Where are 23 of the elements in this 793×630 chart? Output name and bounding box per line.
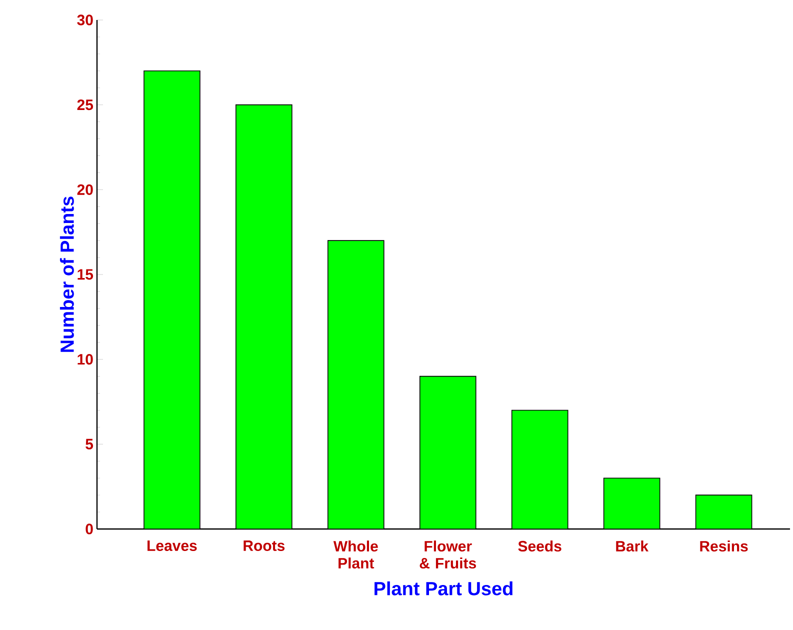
x-tick-label: Flower & Fruits xyxy=(420,540,476,569)
y-tick-label: 0 xyxy=(86,524,93,534)
x-tick-label: Bark xyxy=(616,540,649,552)
x-tick-label: Whole Plant xyxy=(333,540,378,569)
y-tick-label: 5 xyxy=(86,438,94,450)
bar xyxy=(236,104,292,529)
y-tick-label: 20 xyxy=(77,184,93,195)
bar xyxy=(603,478,660,529)
x-tick-label: Leaves xyxy=(148,540,197,551)
x-tick-label: Roots xyxy=(244,540,285,551)
bar xyxy=(328,240,384,529)
x-axis-title: Plant Part Used xyxy=(374,581,512,596)
y-tick-label: 30 xyxy=(77,14,93,26)
y-axis-title: Number of Plants xyxy=(60,196,74,352)
y-tick-label: 25 xyxy=(77,100,94,110)
bar xyxy=(419,376,476,529)
bar xyxy=(511,410,568,529)
bar xyxy=(144,70,200,529)
x-tick-label: Seeds xyxy=(518,540,562,552)
bar xyxy=(695,494,752,529)
x-tick-label: Resins xyxy=(700,540,748,552)
y-tick-label: 15 xyxy=(78,269,94,280)
y-tick-label: 10 xyxy=(78,354,93,365)
